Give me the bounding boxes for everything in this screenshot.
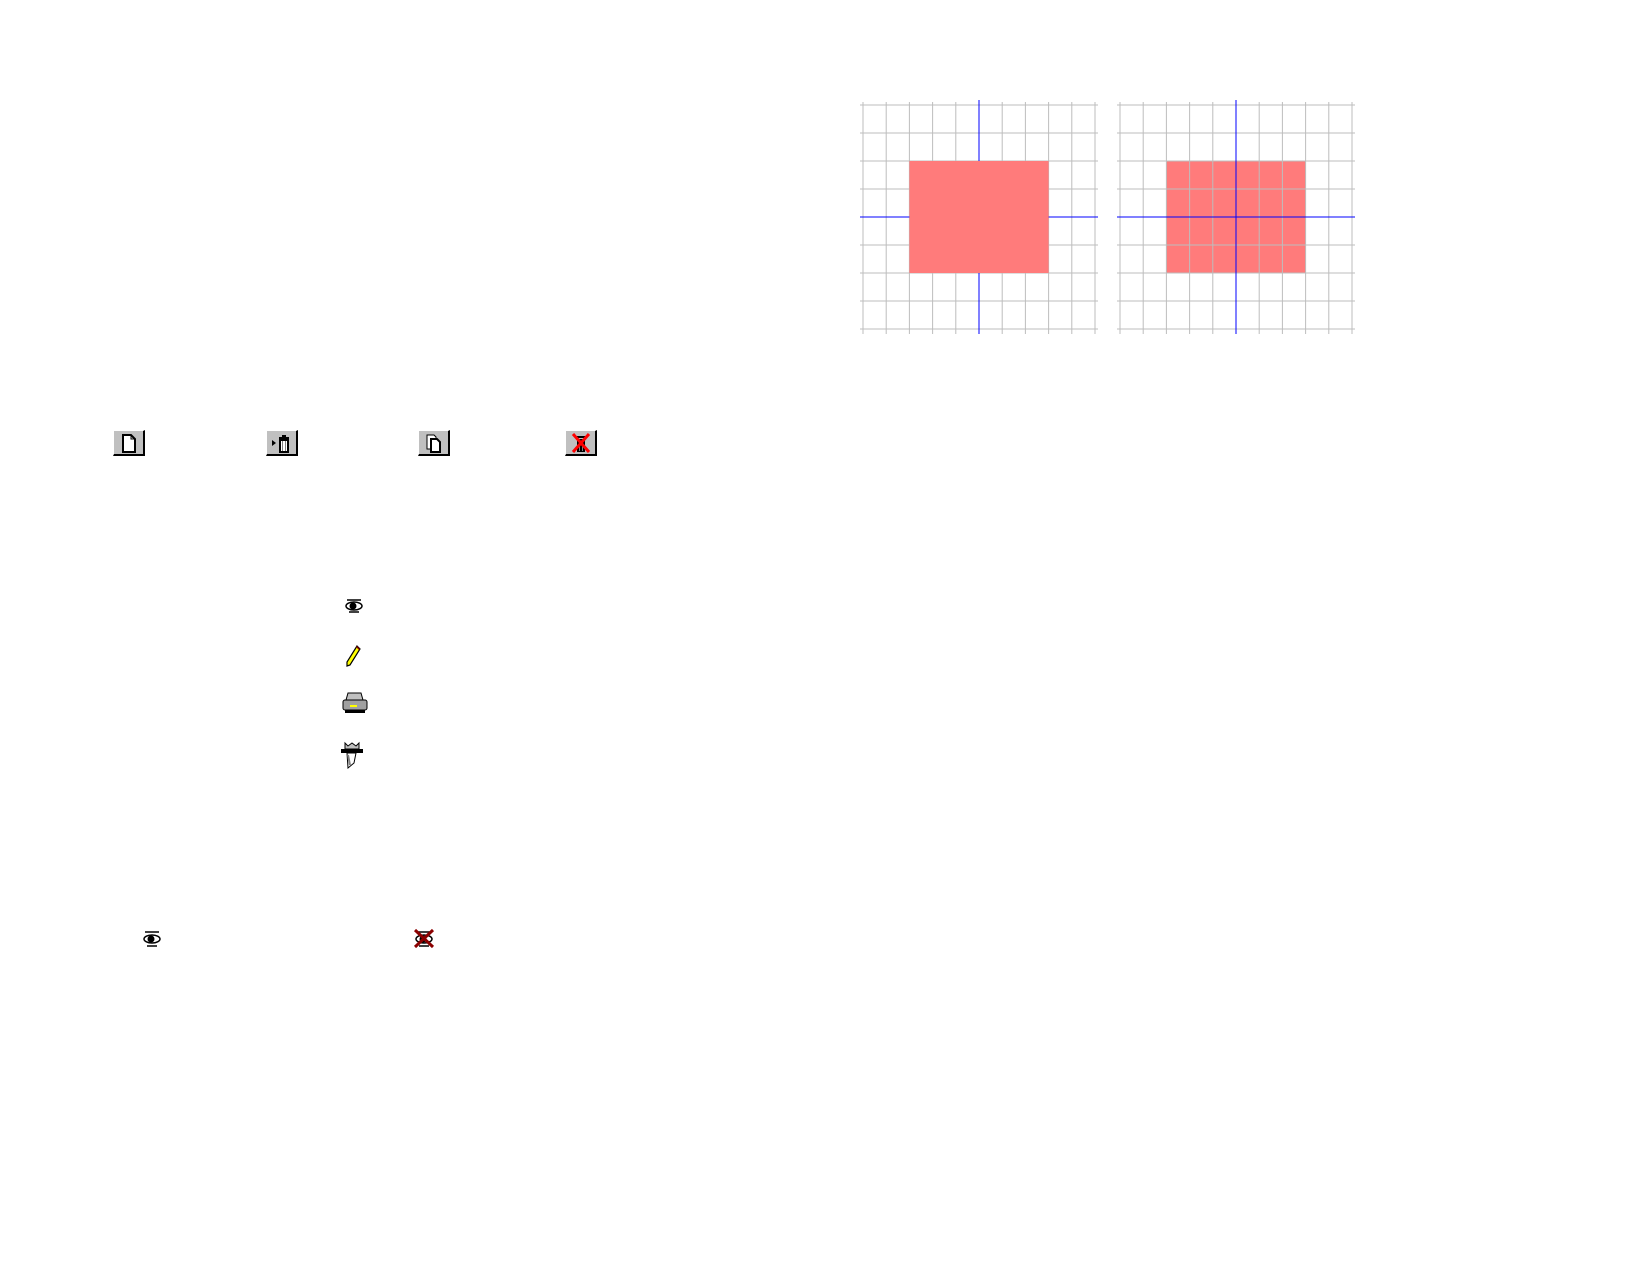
grid-panel-rectangle-under-grid xyxy=(1117,100,1355,334)
eye-icon xyxy=(345,599,363,613)
new-page-button[interactable] xyxy=(113,430,145,456)
eye-icon xyxy=(143,931,161,947)
no-delete-trash-button[interactable] xyxy=(565,430,597,456)
hidden-eye-icon xyxy=(413,928,435,949)
no-delete-trash-icon xyxy=(571,433,591,453)
rectangle xyxy=(909,161,1049,273)
new-page-icon xyxy=(122,434,136,453)
printer-icon xyxy=(342,692,368,713)
copy-pages-icon xyxy=(426,434,441,453)
move-to-trash-button[interactable] xyxy=(266,430,298,456)
copy-pages-button[interactable] xyxy=(418,430,450,456)
stamp-icon xyxy=(341,741,363,770)
grid-panel-rectangle-over-grid xyxy=(860,100,1098,334)
pencil-icon xyxy=(346,645,361,667)
move-to-trash-icon xyxy=(272,435,289,453)
